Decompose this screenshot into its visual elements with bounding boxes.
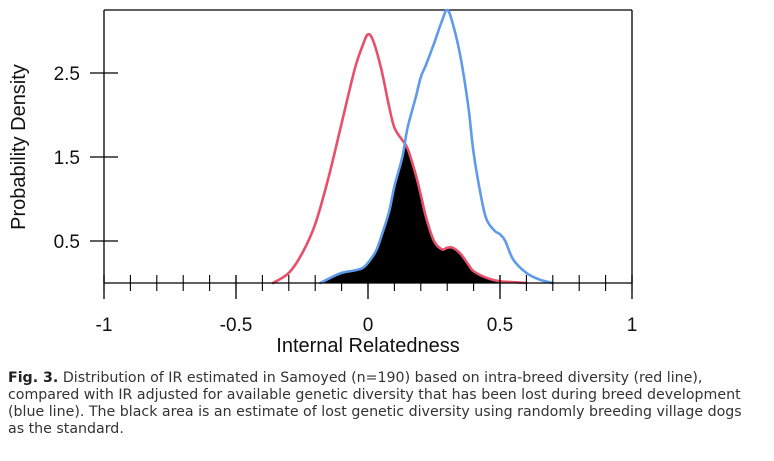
x-tick-label: -0.5	[220, 315, 253, 336]
x-tick-label: 1	[627, 315, 638, 336]
x-tick-label: 0	[363, 315, 374, 336]
y-tick-label: 1.5	[54, 148, 80, 169]
series-line-red	[271, 32, 528, 285]
y-tick-label: 2.5	[54, 64, 80, 85]
x-tick-label: -1	[96, 315, 113, 336]
y-axis-title: Probability Density	[8, 64, 30, 230]
x-tick-label: 0.5	[487, 315, 513, 336]
figure-caption: Fig. 3. Distribution of IR estimated in …	[8, 370, 760, 438]
density-chart: -1 -0.5 0 0.5 1 0.5 1.5 2.5 Internal Relatedness…	[8, 8, 638, 357]
x-axis-title: Internal Relatedness	[276, 335, 459, 357]
series-line-blue	[319, 8, 555, 285]
plot-area: -1 -0.5 0 0.5 1 0.5 1.5 2.5 Internal Relatedness…	[8, 8, 638, 357]
y-tick-label: 0.5	[54, 232, 80, 253]
caption-label: Fig. 3.	[8, 370, 59, 386]
caption-text: Distribution of IR estimated in Samoyed …	[8, 370, 742, 437]
lost-diversity-area	[320, 144, 527, 283]
